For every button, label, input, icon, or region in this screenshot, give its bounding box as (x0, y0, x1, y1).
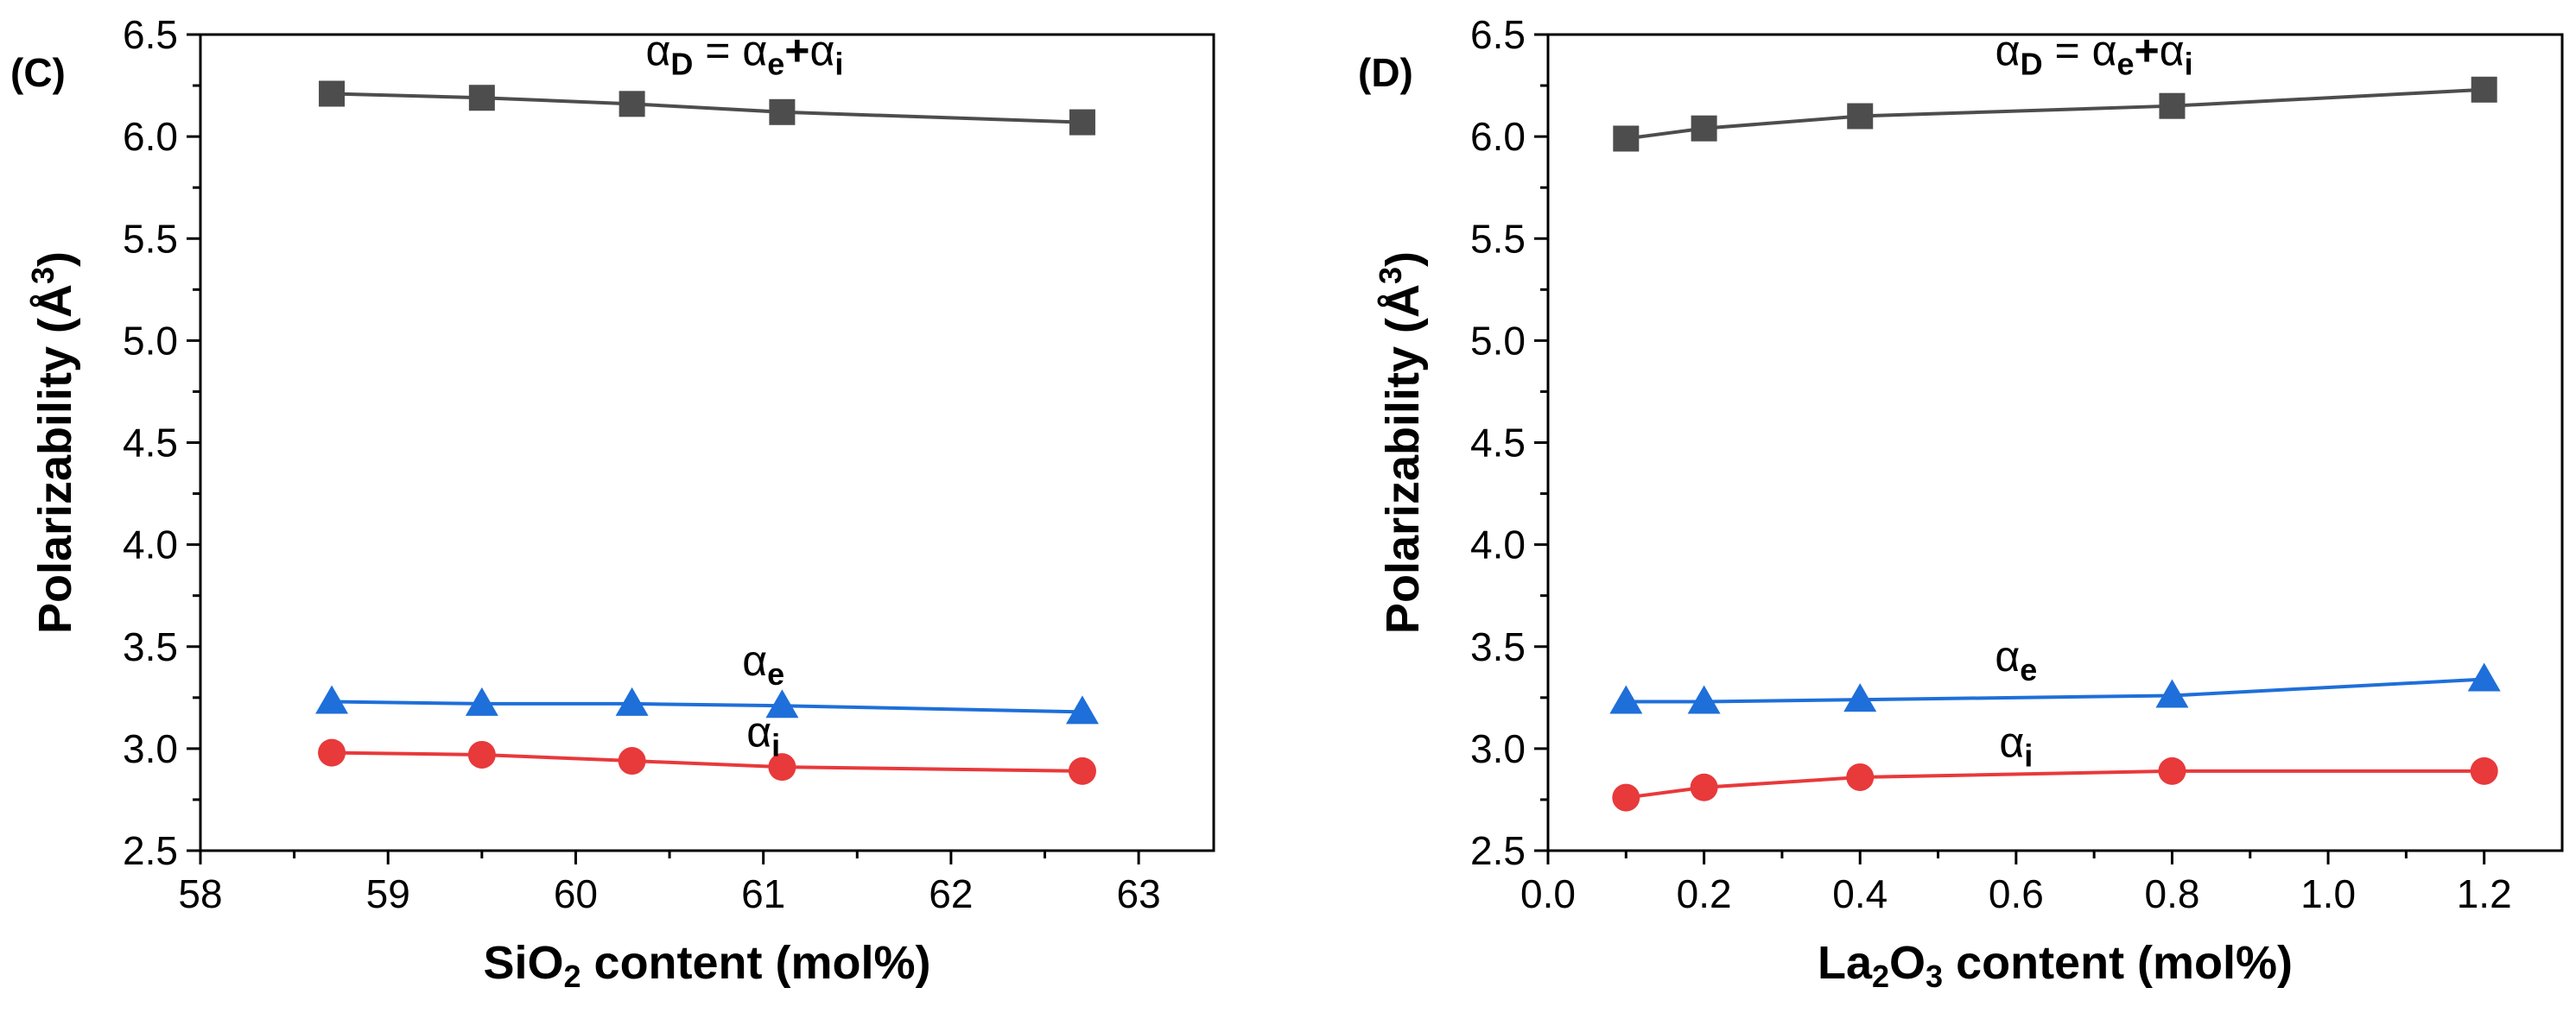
x-tick-label: 62 (929, 871, 973, 916)
y-tick-label: 2.5 (123, 828, 178, 873)
y-tick-label: 5.0 (1470, 318, 1526, 363)
x-tick-label: 0.6 (1989, 871, 2044, 916)
series-alpha_D (319, 80, 1095, 136)
y-axis-title: Polarizability (Å3) (25, 251, 82, 634)
data-point-triangle (315, 685, 349, 714)
series-line (332, 92, 1083, 124)
annotation-e: αe (742, 636, 784, 692)
x-tick-label: 0.0 (1520, 871, 1576, 916)
data-point-square (769, 98, 796, 125)
y-tick-label: 4.0 (123, 522, 178, 567)
data-point-triangle (1609, 685, 1643, 714)
data-point-circle (1846, 763, 1875, 791)
y-tick-label: 3.5 (1470, 624, 1526, 669)
y-tick-label: 5.5 (1470, 216, 1526, 261)
x-tick-label: 59 (366, 871, 410, 916)
x-tick-label: 1.2 (2457, 871, 2512, 916)
y-tick-label: 5.5 (123, 216, 178, 261)
series-alpha_e (315, 685, 1099, 725)
data-point-triangle (1065, 695, 1099, 725)
data-point-square (2471, 76, 2497, 103)
data-point-circle (1612, 783, 1640, 812)
data-point-circle (618, 747, 646, 776)
panel-label: (C) (10, 50, 66, 95)
series-line (332, 700, 1082, 714)
data-point-triangle (1843, 683, 1877, 712)
x-tick-label: 60 (554, 871, 598, 916)
data-point-triangle (465, 687, 498, 716)
y-tick-label: 2.5 (1470, 828, 1526, 873)
data-point-triangle (765, 689, 799, 719)
series-alpha_i (318, 738, 1096, 785)
data-point-circle (768, 753, 796, 782)
data-point-square (1691, 115, 1717, 142)
series-line (1626, 769, 2484, 800)
data-point-square (2159, 92, 2186, 119)
annotation-i: αi (1999, 718, 2033, 773)
series-line (1626, 677, 2484, 704)
y-tick-label: 3.5 (123, 624, 178, 669)
annotation-e: αe (1995, 632, 2037, 687)
y-tick-label: 6.5 (123, 12, 178, 57)
x-axis-title: La2O3 content (mol%) (1818, 937, 2293, 994)
y-tick-label: 3.0 (123, 726, 178, 771)
data-point-circle (2470, 757, 2498, 785)
y-tick-label: 6.0 (1470, 114, 1526, 159)
data-point-triangle (615, 687, 649, 716)
data-point-square (1847, 103, 1874, 130)
x-axis-title: SiO2 content (mol%) (483, 937, 930, 994)
series-alpha_D (1613, 76, 2497, 152)
annotation-i: αi (746, 708, 780, 763)
annotation-total: αD = αe+αi (645, 26, 843, 81)
series-alpha_i (1612, 757, 2498, 812)
chart-panel-1: 2.5 3.0 3.5 4.0 4.5 5.0 5.5 6.0 6.5 0.0 0.2 0.4 0.6 0… (1358, 12, 2564, 994)
data-point-circle (2158, 757, 2186, 785)
data-point-circle (318, 738, 346, 767)
y-tick-label: 4.0 (1470, 522, 1526, 567)
data-point-triangle (2155, 679, 2189, 708)
series-line (332, 750, 1082, 773)
x-tick-label: 0.8 (2144, 871, 2199, 916)
x-tick-label: 0.2 (1677, 871, 1732, 916)
data-point-circle (467, 740, 496, 769)
data-point-square (1069, 109, 1095, 136)
data-point-square (468, 85, 495, 111)
data-point-square (1613, 125, 1640, 152)
plot-frame (1546, 33, 2564, 852)
x-tick-label: 0.4 (1832, 871, 1888, 916)
x-tick-label: 1.0 (2300, 871, 2356, 916)
annotation-total: αD = αe+αi (1995, 26, 2193, 81)
y-tick-label: 4.5 (1470, 421, 1526, 465)
y-tick-label: 3.0 (1470, 726, 1526, 771)
data-point-square (619, 91, 645, 117)
plot-frame (199, 33, 1215, 852)
data-point-circle (1690, 773, 1718, 801)
y-tick-label: 4.5 (123, 421, 178, 465)
y-tick-label: 5.0 (123, 318, 178, 363)
data-point-square (319, 80, 346, 107)
x-tick-label: 63 (1117, 871, 1161, 916)
x-tick-label: 58 (178, 871, 222, 916)
x-tick-label: 61 (741, 871, 785, 916)
data-point-circle (1068, 757, 1096, 785)
series-line (1626, 87, 2484, 141)
panel-label: (D) (1358, 50, 1413, 95)
y-tick-label: 6.5 (1470, 12, 1526, 57)
data-point-triangle (1687, 685, 1721, 714)
series-alpha_e (1609, 662, 2501, 714)
chart-panel-0: 2.5 3.0 3.5 4.0 4.5 5.0 5.5 6.0 6.5 58 59 60 61 62 63 S… (10, 12, 1215, 994)
y-axis-title: Polarizability (Å3) (1373, 251, 1430, 634)
data-point-triangle (2467, 662, 2501, 692)
y-tick-label: 6.0 (123, 114, 178, 159)
